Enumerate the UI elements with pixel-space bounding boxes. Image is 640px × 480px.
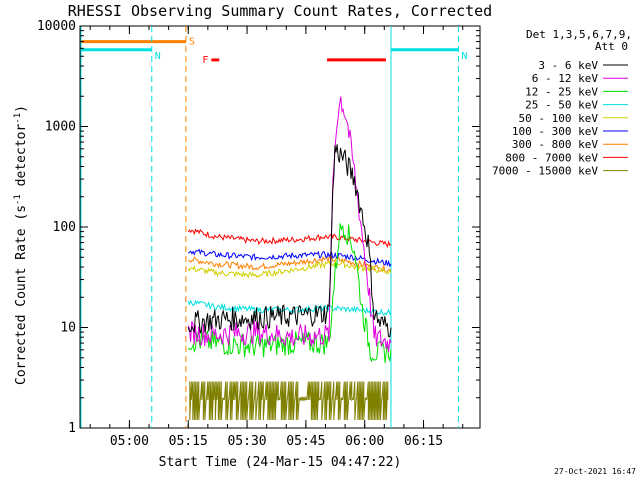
flag-label: S xyxy=(189,37,195,48)
legend-entry-label: 6 - 12 keV xyxy=(532,72,599,85)
legend-header-line2: Att 0 xyxy=(595,40,628,53)
x-tick-label: 06:15 xyxy=(404,434,443,449)
series-line-100-300-kev xyxy=(187,248,392,268)
x-tick-label: 05:30 xyxy=(227,434,266,449)
flag-label: N xyxy=(461,51,467,62)
x-tick-label: 05:45 xyxy=(286,434,325,449)
series-line-25-50-kev xyxy=(187,299,392,316)
x-tick-label: 06:00 xyxy=(345,434,384,449)
legend-entry-label: 800 - 7000 keV xyxy=(505,151,598,164)
legend-entry-label: 50 - 100 keV xyxy=(519,112,599,125)
legend-entry-label: 25 - 50 keV xyxy=(525,99,598,112)
footer-timestamp: 27-Oct-2021 16:47 xyxy=(554,467,636,476)
flag-label: F xyxy=(202,55,208,66)
flag-label: N xyxy=(155,51,161,62)
legend-entry-label: 7000 - 15000 keV xyxy=(492,165,598,178)
series-layer xyxy=(187,96,392,421)
legend-entry-label: 300 - 800 keV xyxy=(512,138,598,151)
legend-header-line1: Det 1,3,5,6,7,9, xyxy=(526,28,632,41)
flags-layer: S N N F xyxy=(81,37,467,66)
series-line-300-800-kev xyxy=(188,255,392,273)
y-axis-label-sup2: -1 xyxy=(13,113,23,124)
y-axis-label: Corrected Count Rate (s-1 detector-1) xyxy=(13,105,29,385)
series-line-3-6-kev xyxy=(187,144,392,338)
y-tick-label: 1000 xyxy=(45,120,76,135)
series-line-800-7000-kev xyxy=(187,228,392,248)
y-tick-label: 1 xyxy=(68,421,76,436)
x-tick-label: 05:00 xyxy=(110,434,149,449)
series-line-7000-15000-kev xyxy=(189,381,389,421)
axes-layer: 1 10 100 1000 10000 05:00 05:15 05:30 05:45 06:00… xyxy=(37,19,480,449)
vlines-layer xyxy=(80,26,459,428)
legend-entry-label: 100 - 300 keV xyxy=(512,125,598,138)
y-tick-label: 10 xyxy=(60,321,76,336)
plot-frame xyxy=(79,25,481,429)
y-tick-label: 100 xyxy=(53,220,76,235)
x-axis-label: Start Time (24-Mar-15 04:47:22) xyxy=(159,455,402,470)
series-line-6-12-kev xyxy=(187,96,392,353)
x-tick-label: 05:15 xyxy=(169,434,208,449)
y-tick-label: 10000 xyxy=(37,19,76,34)
y-axis-label-sup1: -1 xyxy=(13,194,23,205)
series-line-12-25-kev xyxy=(187,223,392,363)
chart-title: RHESSI Observing Summary Count Rates, Co… xyxy=(68,2,492,20)
legend-entry-label: 12 - 25 keV xyxy=(525,85,598,98)
y-axis-label-part3: ) xyxy=(14,105,29,113)
legend-entry-label: 3 - 6 keV xyxy=(538,59,598,72)
y-axis-label-part2: detector xyxy=(14,124,29,195)
y-axis-label-part1: Corrected Count Rate (s xyxy=(14,205,29,385)
